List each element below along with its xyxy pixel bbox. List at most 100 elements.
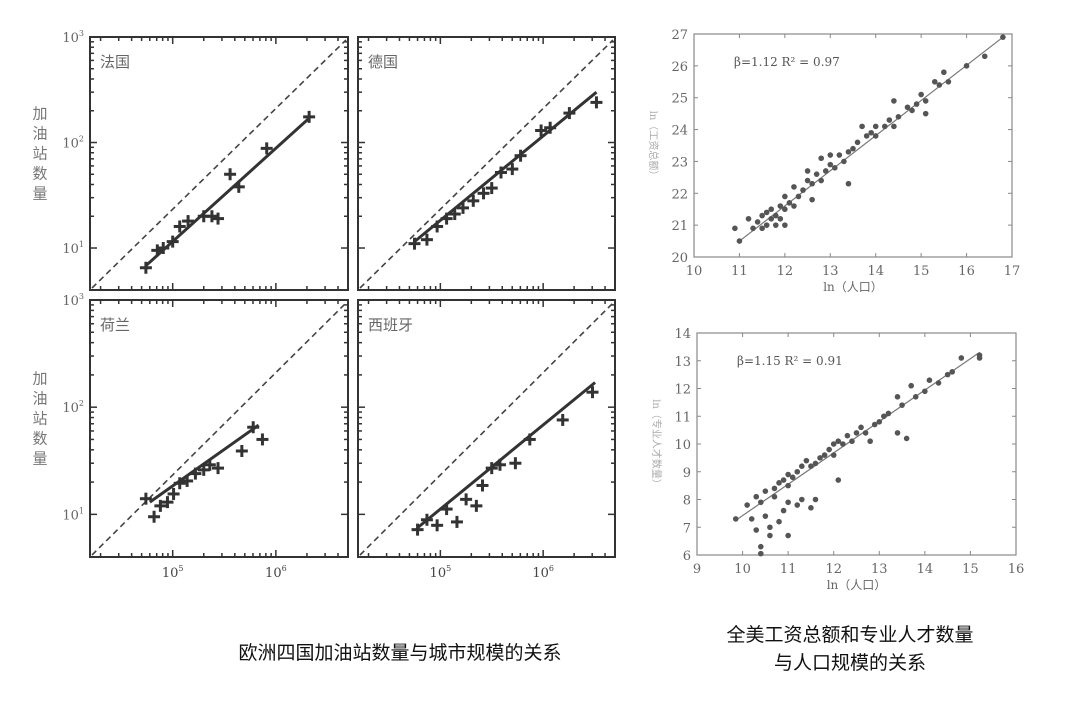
data-point: [845, 149, 852, 155]
y-tick-label: 22: [671, 187, 688, 202]
data-point: [830, 452, 837, 458]
data-point: [771, 493, 778, 500]
plus-marker: [197, 463, 210, 476]
y-tick-label: 26: [671, 60, 688, 75]
data-point: [981, 53, 988, 60]
panel-1: 德国: [357, 36, 616, 291]
data-point: [768, 206, 775, 213]
fit-annotation: β=1.12 R² = 0.97: [734, 55, 840, 69]
data-point: [912, 394, 919, 400]
data-point: [732, 516, 739, 522]
x-tick-label: 16: [1008, 562, 1025, 577]
x-tick-label: 12: [777, 264, 794, 279]
data-point: [736, 238, 743, 244]
y-axis-label-char: 量: [32, 450, 47, 468]
data-point: [732, 225, 738, 232]
plus-marker: [420, 233, 433, 246]
data-point: [763, 222, 770, 228]
tick-exponent: 2: [79, 399, 84, 408]
data-point: [804, 177, 811, 184]
data-point: [799, 496, 805, 503]
data-point: [862, 430, 869, 436]
fit-line: [416, 381, 597, 529]
y-tick-label: 14: [674, 327, 691, 342]
y-tick-label: 101: [62, 240, 84, 257]
data-point: [840, 441, 846, 447]
panel-0: 法国 103 102 101 加油站数量: [32, 29, 349, 291]
plus-marker: [411, 523, 424, 536]
data-point: [776, 518, 782, 525]
data-point: [904, 104, 911, 111]
data-point: [768, 215, 775, 222]
plus-marker: [556, 413, 569, 426]
reference-dashed-line: [91, 39, 347, 289]
data-point: [853, 430, 860, 436]
y-tick-label: 20: [671, 251, 688, 266]
data-point: [772, 212, 779, 219]
y-axis-label-char: 站: [32, 145, 47, 163]
data-point: [818, 155, 824, 162]
plus-marker: [203, 458, 216, 471]
plot-frame: [89, 36, 349, 291]
data-point: [882, 123, 888, 130]
data-point: [791, 203, 797, 209]
data-point: [809, 180, 815, 187]
data-point: [891, 123, 897, 130]
plus-marker: [590, 96, 603, 109]
fit-line: [144, 117, 311, 267]
data-point: [908, 382, 914, 389]
tick-exponent: 3: [79, 29, 84, 38]
tick-exponent: 1: [79, 240, 84, 249]
data-point: [830, 441, 837, 447]
x-tick-label: 17: [1004, 264, 1021, 279]
data-point: [812, 496, 819, 503]
plus-marker: [460, 493, 473, 506]
plus-marker: [450, 515, 463, 528]
x-tick-label: 14: [867, 264, 884, 279]
data-point: [922, 98, 929, 104]
data-point: [894, 394, 901, 400]
data-point: [935, 380, 942, 386]
plus-marker: [181, 474, 194, 487]
y-axis-label: ln（工资总额）: [647, 111, 660, 181]
panel-3: 西班牙 105 106: [357, 299, 616, 581]
data-point: [858, 424, 864, 431]
plus-marker: [544, 121, 557, 134]
x-tick-label: 15: [962, 562, 979, 577]
plus-marker: [139, 492, 152, 505]
plus-marker: [224, 168, 237, 181]
data-point: [777, 203, 784, 209]
data-point: [827, 152, 834, 158]
data-point: [785, 532, 791, 539]
data-point: [849, 438, 855, 445]
data-point: [759, 225, 765, 232]
data-point: [758, 550, 764, 557]
plus-marker: [235, 445, 248, 458]
y-tick-label: 27: [671, 28, 688, 43]
data-point: [881, 413, 887, 420]
x-tick-label: 13: [822, 264, 839, 279]
y-axis-label-char: 量: [32, 185, 47, 203]
panel-5: 9 10 11 12 13 14 15 16 6 7 8 9 10 11 12 13 14 ln（人口） ln（专业…: [650, 327, 1024, 592]
x-tick-label: 15: [913, 264, 930, 279]
plot-frame: [89, 299, 349, 558]
data-point: [782, 193, 788, 200]
x-tick-label: 10: [686, 264, 703, 279]
data-point: [886, 117, 893, 123]
x-tick-label: 16: [958, 264, 975, 279]
fit-line: [413, 91, 598, 243]
plus-marker: [189, 467, 202, 480]
tick-exponent: 3: [79, 292, 84, 301]
y-tick-label: 101: [62, 506, 84, 523]
plus-marker: [303, 110, 316, 123]
caption-usa-line1: 全美工资总额和专业人才数量: [726, 624, 974, 646]
plus-marker: [514, 149, 527, 162]
data-point: [841, 158, 847, 165]
data-point: [936, 82, 943, 88]
data-point: [931, 78, 938, 85]
plus-marker: [456, 201, 469, 214]
y-tick-label: 6: [683, 549, 691, 564]
data-point: [780, 477, 787, 483]
x-tick-label: 105: [162, 564, 184, 581]
